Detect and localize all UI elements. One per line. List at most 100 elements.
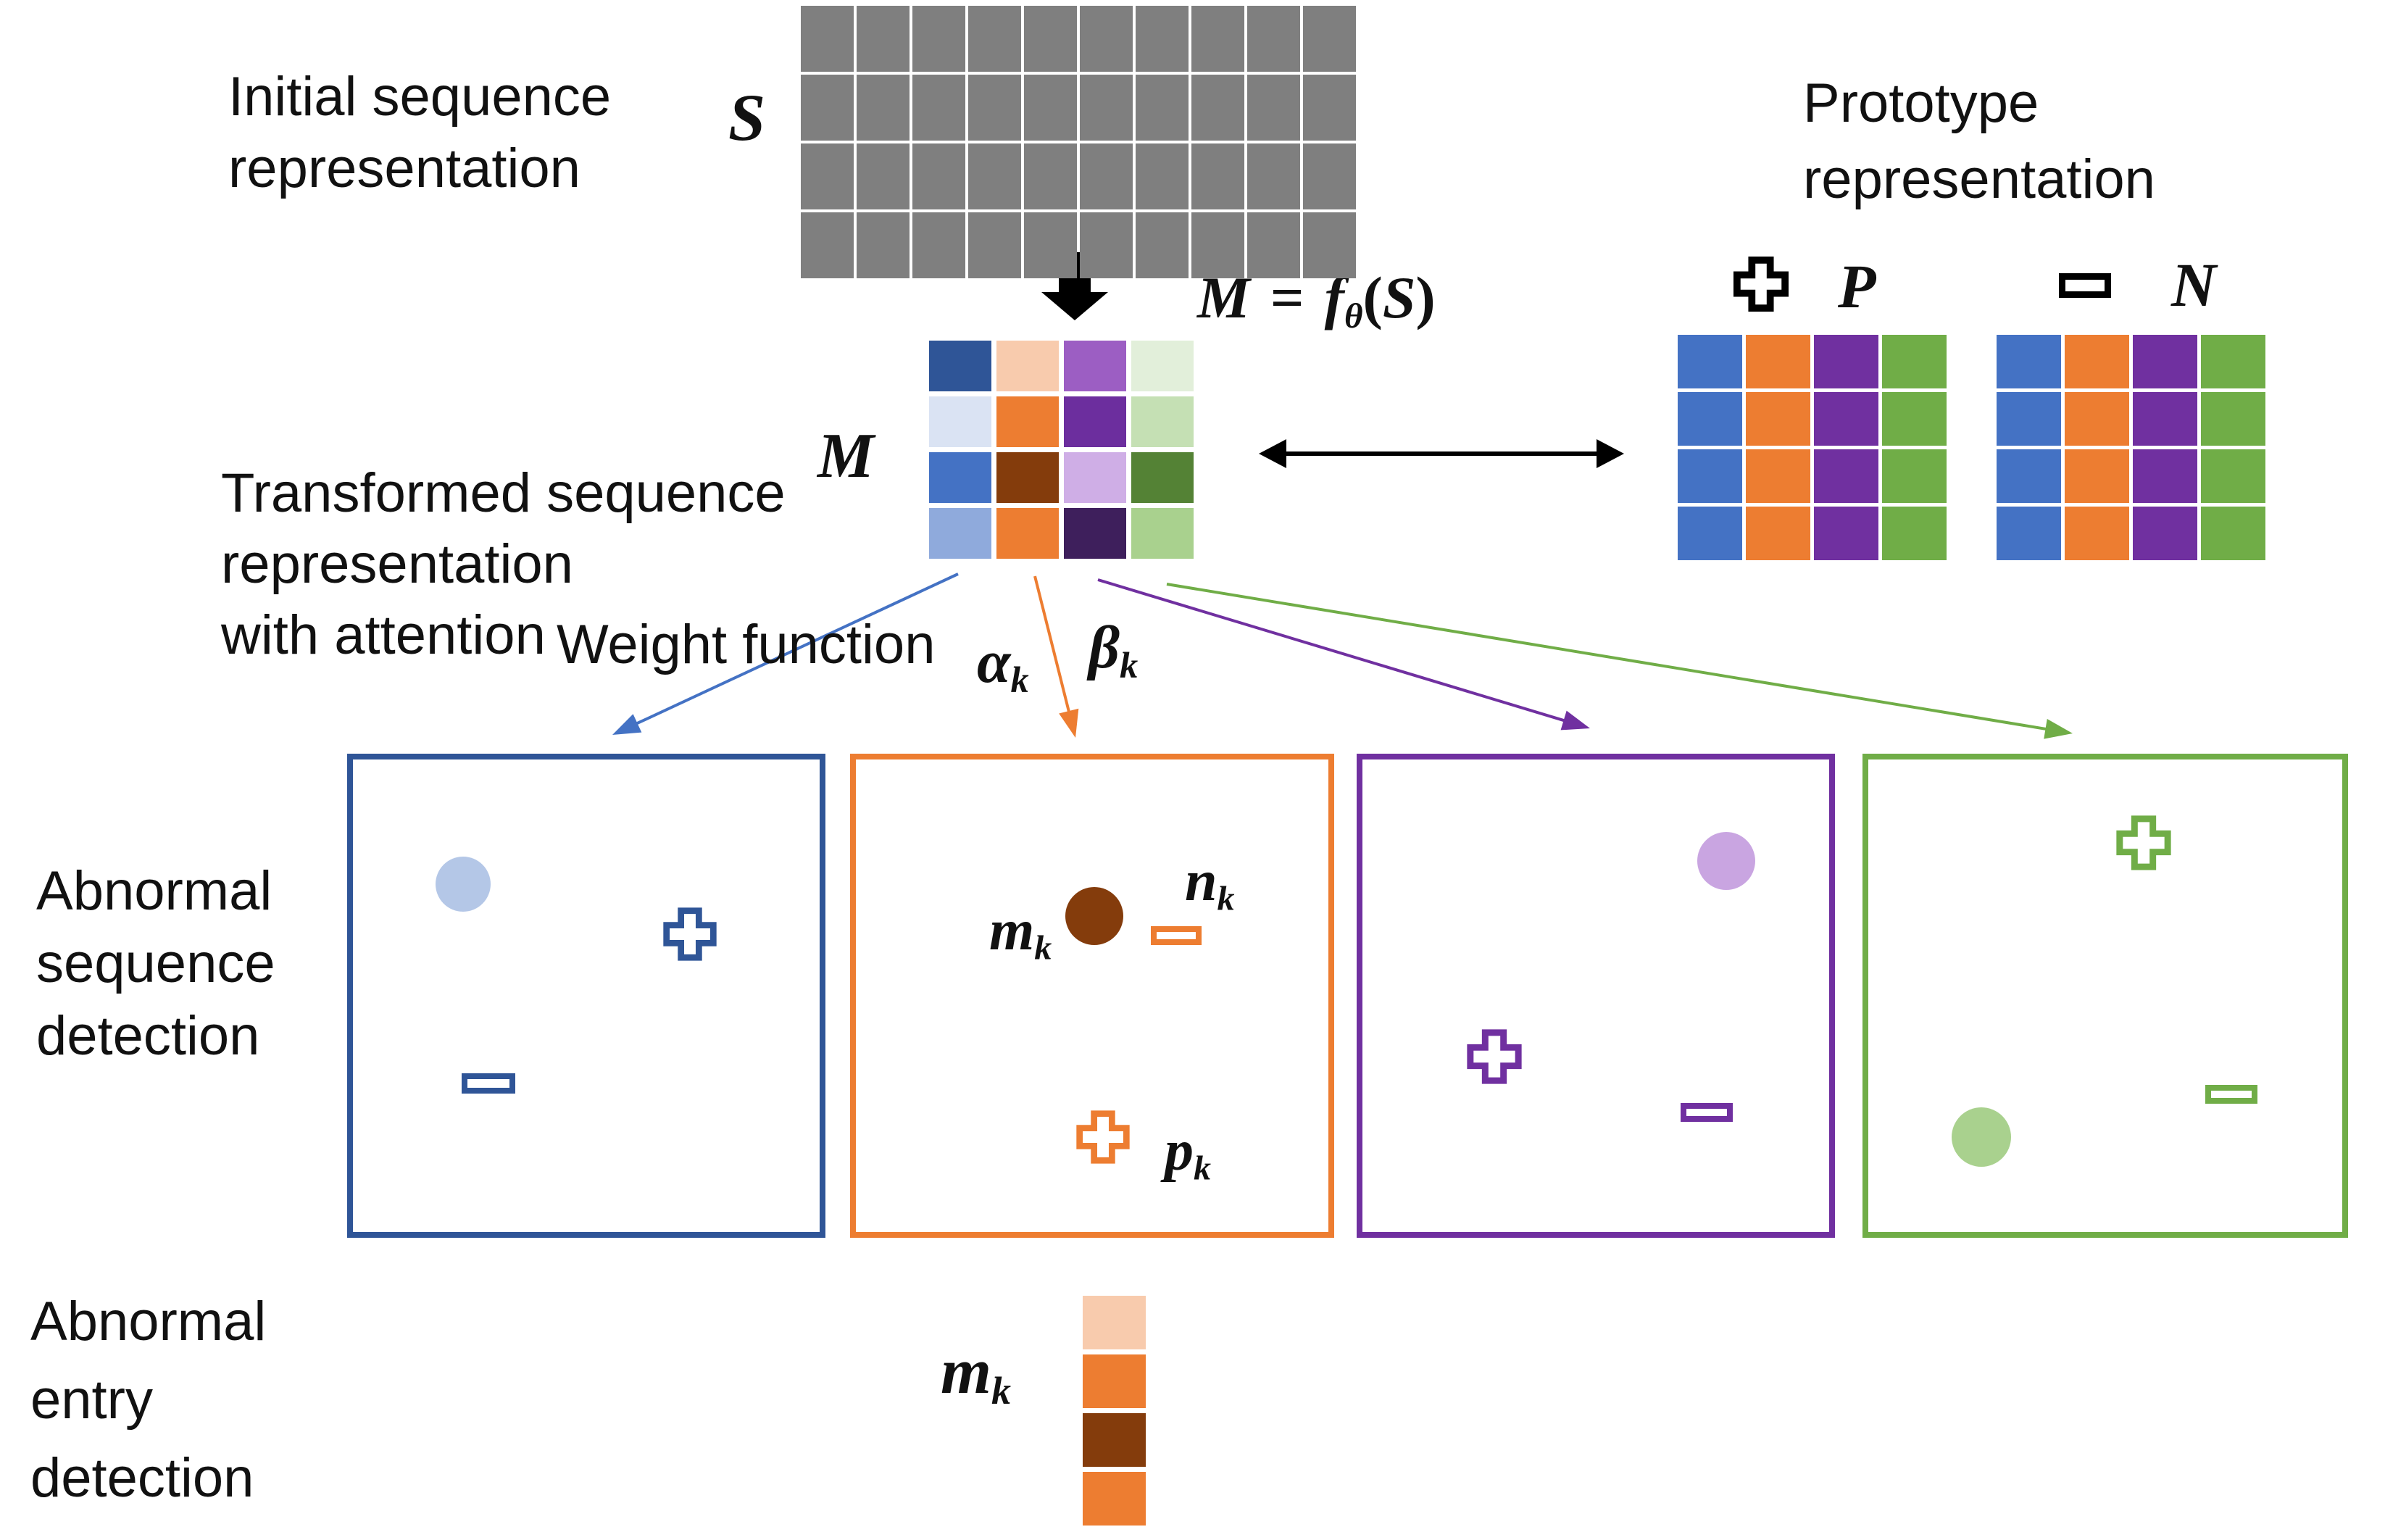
cluster-box-orange: mk nk pk [850,754,1334,1238]
matrix-cell [1303,143,1356,209]
matrix-cell [2133,449,2197,503]
m-symbol: M [817,421,875,491]
matrix-cell [968,212,1021,278]
matrix-cell [1064,396,1126,447]
matrix-cell [996,452,1059,503]
matrix-cell [1303,75,1356,141]
weight-function-label: Weight function [557,614,936,675]
matrix-cell [1131,396,1194,447]
cross-outline-shape [1076,1110,1130,1164]
mk-entry-label: mk [941,1336,1012,1413]
matrix-cell [2201,449,2265,503]
matrix-cell [968,75,1021,141]
beta-k-label: βk [1089,617,1138,684]
matrix-cell [1746,507,1810,560]
matrix-cell [1247,6,1300,72]
matrix-cell [929,508,991,559]
cross-outline-shape [1467,1029,1522,1084]
matrix-cell [1064,452,1126,503]
cross-outline-shape [2116,815,2171,870]
circle-shape [436,857,491,912]
cluster-box-blue [347,754,825,1238]
matrix-cell [1678,449,1742,503]
flow-arrow [1033,575,1072,716]
alpha-k-label: αk [977,632,1029,699]
matrix-cell [2065,449,2129,503]
n-prototype-matrix [1997,335,2265,560]
rect-outline-shape [1681,1103,1733,1122]
matrix-cell [1746,335,1810,388]
matrix-cell [1303,6,1356,72]
mk-entry-main: m [941,1336,992,1407]
beta-main: β [1089,614,1120,681]
matrix-cell [1080,75,1133,141]
matrix-cell [912,75,965,141]
matrix-cell [1882,335,1947,388]
alpha-sub: k [1010,659,1029,701]
alpha-main: α [977,628,1011,696]
matrix-cell [1303,212,1356,278]
matrix-cell [1678,507,1742,560]
matrix-cell [1083,1354,1146,1408]
matrix-cell [1191,75,1244,141]
matrix-cell [1024,143,1077,209]
matrix-cell [996,341,1059,391]
matrix-cell [1131,452,1194,503]
matrix-cell [1191,212,1244,278]
matrix-cell [996,396,1059,447]
matrix-cell [1247,143,1300,209]
mk-entry-column [1083,1296,1146,1526]
matrix-cell [2133,392,2197,446]
rect-outline-shape [462,1073,515,1094]
matrix-cell [1997,392,2061,446]
prototype-cross-icon [1733,256,1789,312]
matrix-cell [1882,449,1947,503]
mk-entry-sub: k [991,1369,1012,1413]
abnormal-entry-detection-label: Abnormal entry detection [30,1291,267,1509]
matrix-cell [2065,392,2129,446]
matrix-cell [912,6,965,72]
cluster-box-purple [1357,754,1835,1238]
matrix-cell [996,508,1059,559]
flow-arrow [633,573,959,727]
n-symbol: N [2171,250,2217,320]
matrix-cell [1080,6,1133,72]
matrix-cell [1024,75,1077,141]
initial-sequence-label: Initial sequence representation [228,66,612,199]
matrix-cell [857,75,910,141]
abnormal-sequence-detection-label: Abnormal sequence detection [36,860,275,1067]
matrix-cell [1997,449,2061,503]
matrix-cell [1997,507,2061,560]
matrix-cell [912,212,965,278]
matrix-cell [1746,449,1810,503]
block-down-arrow [1041,252,1108,320]
matrix-cell [968,143,1021,209]
close-paren: ) [1415,265,1436,330]
circle-shape [1952,1107,2011,1167]
matrix-cell [1814,449,1878,503]
matrix-cell [1247,75,1300,141]
matrix-cell [1247,212,1300,278]
p-prototype-matrix [1678,335,1947,560]
matrix-cell [1024,6,1077,72]
matrix-cell [801,143,854,209]
beta-sub: k [1120,645,1139,686]
matrix-cell [929,396,991,447]
matrix-cell [1882,507,1947,560]
matrix-cell [968,6,1021,72]
cluster-box-green [1862,754,2348,1238]
matrix-cell [857,212,910,278]
matrix-cell [1080,143,1133,209]
matrix-cell [912,143,965,209]
cross-outline-shape [663,907,717,961]
matrix-cell [2065,335,2129,388]
equation-func-sub: θ [1344,295,1363,336]
s-matrix [801,6,1356,278]
prototype-representation-label: Prototype representation [1803,72,2155,210]
m-matrix [929,341,1194,559]
matrix-cell [1024,212,1077,278]
s-symbol: S [728,80,766,154]
flow-arrow [1097,578,1568,723]
transformed-sequence-label: Transformed sequence representation with… [221,462,786,666]
